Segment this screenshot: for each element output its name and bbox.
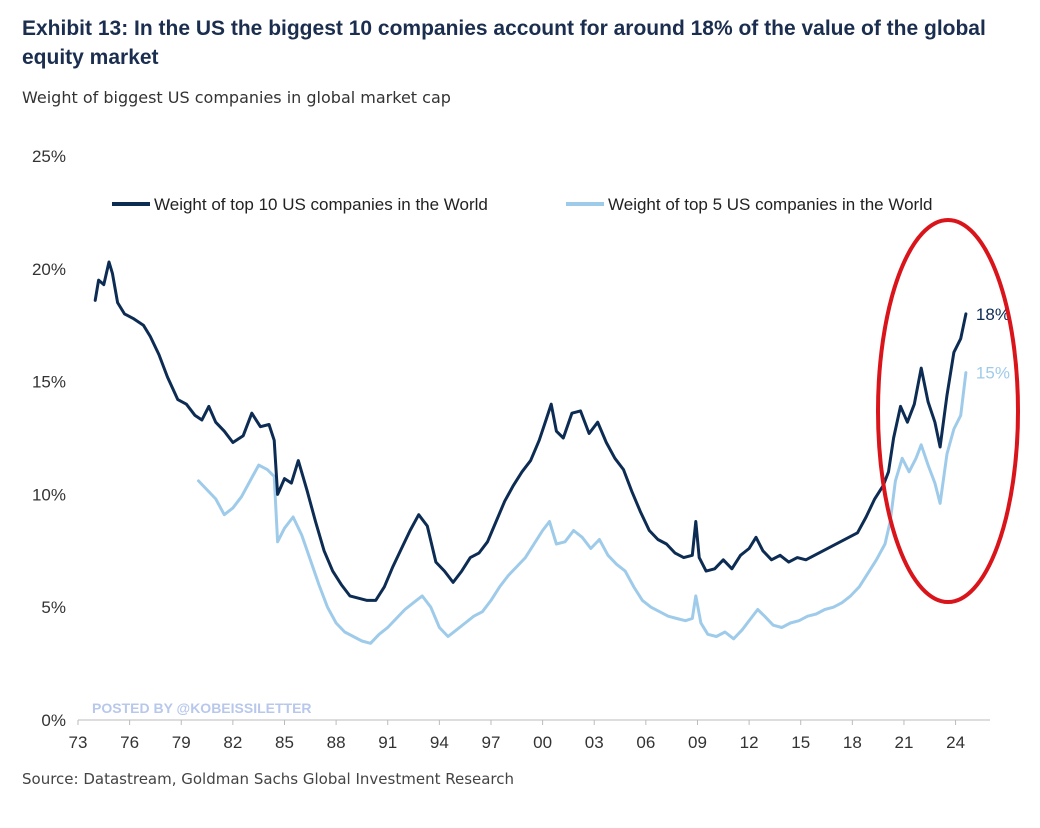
x-axis-ticks: 73 76 79 82 85 88 91 94 97 00 03 06 09 12 15 18 21 24 (69, 720, 965, 752)
x-tick-label: 09 (688, 733, 707, 752)
chart-subtitle: Weight of biggest US companies in global… (22, 88, 451, 107)
x-tick-label: 85 (275, 733, 294, 752)
x-tick-label: 97 (482, 733, 501, 752)
y-axis-ticks: 0% 5% 10% 15% 20% 25% (32, 147, 66, 730)
series-line-top5 (197, 371, 968, 645)
y-tick-label: 25% (32, 147, 66, 166)
x-tick-label: 24 (946, 733, 965, 752)
x-tick-label: 18 (843, 733, 862, 752)
x-tick-label: 94 (430, 733, 449, 752)
legend: Weight of top 10 US companies in the Wor… (112, 195, 932, 214)
y-tick-label: 5% (41, 598, 66, 617)
y-tick-label: 10% (32, 485, 66, 504)
y-tick-label: 15% (32, 373, 66, 392)
series-group: 15% 18% (93, 260, 1010, 645)
legend-label-top5: Weight of top 5 US companies in the Worl… (608, 195, 932, 214)
legend-label-top10: Weight of top 10 US companies in the Wor… (154, 195, 488, 214)
x-tick-label: 76 (120, 733, 139, 752)
chart-title: Exhibit 13: In the US the biggest 10 com… (22, 17, 986, 69)
x-tick-label: 79 (172, 733, 191, 752)
series-line-top10 (93, 260, 968, 602)
x-tick-label: 88 (327, 733, 346, 752)
x-tick-label: 91 (378, 733, 397, 752)
y-tick-label: 20% (32, 260, 66, 279)
y-tick-label: 0% (41, 711, 66, 730)
highlight-circle (876, 218, 1020, 604)
watermark: POSTED BY @KOBEISSILETTER (92, 700, 312, 716)
x-tick-label: 06 (636, 733, 655, 752)
x-tick-label: 73 (69, 733, 88, 752)
source-note: Source: Datastream, Goldman Sachs Global… (22, 770, 515, 788)
end-label-top5: 15% (976, 364, 1010, 383)
x-tick-label: 12 (740, 733, 759, 752)
x-tick-label: 03 (585, 733, 604, 752)
x-tick-label: 82 (223, 733, 242, 752)
end-label-top10: 18% (976, 305, 1010, 324)
x-tick-label: 00 (533, 733, 552, 752)
x-tick-label: 15 (791, 733, 810, 752)
x-tick-label: 21 (895, 733, 914, 752)
